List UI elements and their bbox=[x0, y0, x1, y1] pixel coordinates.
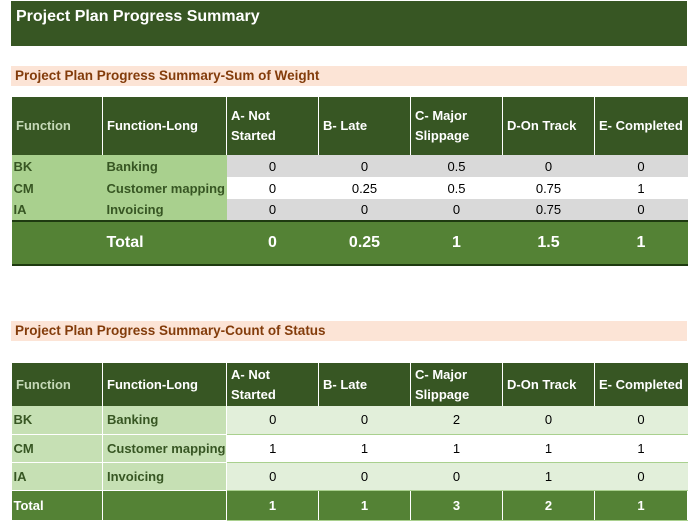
value-major-slippage: 1 bbox=[410, 434, 503, 463]
header-function: Function bbox=[11, 363, 103, 406]
table-row: BK Banking 0 0 0.5 0 0 bbox=[11, 155, 688, 177]
value-not-started: 0 bbox=[226, 155, 319, 177]
header-major-slippage: C- Major Slippage bbox=[410, 97, 503, 155]
function-name: Customer mapping bbox=[102, 434, 227, 463]
function-name: Customer mapping bbox=[102, 177, 227, 199]
header-on-track: D-On Track bbox=[502, 363, 595, 406]
function-code: CM bbox=[11, 434, 103, 463]
function-code: BK bbox=[11, 155, 103, 177]
function-code: IA bbox=[11, 199, 103, 221]
header-on-track: D-On Track bbox=[502, 97, 595, 155]
value-major-slippage: 0.5 bbox=[410, 177, 503, 199]
value-on-track: 1 bbox=[502, 434, 595, 463]
value-completed: 0 bbox=[594, 155, 688, 177]
value-on-track: 0 bbox=[502, 155, 595, 177]
value-late: 0 bbox=[318, 406, 411, 435]
total-spacer bbox=[102, 490, 227, 520]
total-completed: 1 bbox=[594, 490, 688, 521]
value-completed: 1 bbox=[594, 177, 688, 199]
header-completed: E- Completed bbox=[594, 97, 688, 155]
weight-header-row: Function Function-Long A- Not Started B-… bbox=[11, 97, 688, 155]
total-major-slippage: 1 bbox=[410, 220, 503, 266]
header-function-long: Function-Long bbox=[102, 97, 227, 155]
total-label: Total bbox=[11, 490, 103, 520]
header-not-started: A- Not Started bbox=[226, 363, 319, 406]
header-function: Function bbox=[11, 97, 103, 155]
value-late: 0 bbox=[318, 462, 411, 491]
function-code: BK bbox=[11, 406, 103, 435]
value-not-started: 0 bbox=[226, 199, 319, 221]
total-label: Total bbox=[102, 220, 227, 266]
value-on-track: 0 bbox=[502, 406, 595, 435]
value-on-track: 1 bbox=[502, 462, 595, 491]
weight-section-heading: Project Plan Progress Summary-Sum of Wei… bbox=[11, 66, 687, 86]
table-row: CM Customer mapping 0 0.25 0.5 0.75 1 bbox=[11, 177, 688, 199]
header-late: B- Late bbox=[318, 97, 411, 155]
total-major-slippage: 3 bbox=[410, 490, 503, 521]
value-completed: 1 bbox=[594, 434, 688, 463]
header-not-started: A- Not Started bbox=[226, 97, 319, 155]
value-late: 0 bbox=[318, 155, 411, 177]
total-not-started: 1 bbox=[226, 490, 319, 521]
table-row: BK Banking 0 0 2 0 0 bbox=[11, 406, 688, 435]
weight-section-title: Project Plan Progress Summary-Sum of Wei… bbox=[15, 68, 320, 83]
function-name: Invoicing bbox=[102, 462, 227, 491]
value-not-started: 0 bbox=[226, 462, 319, 491]
table-row: CM Customer mapping 1 1 1 1 1 bbox=[11, 434, 688, 463]
value-completed: 0 bbox=[594, 462, 688, 491]
value-not-started: 1 bbox=[226, 434, 319, 463]
total-on-track: 1.5 bbox=[502, 220, 595, 266]
function-name: Banking bbox=[102, 406, 227, 435]
value-major-slippage: 0 bbox=[410, 462, 503, 491]
value-completed: 0 bbox=[594, 406, 688, 435]
value-not-started: 0 bbox=[226, 177, 319, 199]
value-major-slippage: 0.5 bbox=[410, 155, 503, 177]
value-on-track: 0.75 bbox=[502, 199, 595, 221]
total-not-started: 0 bbox=[226, 220, 319, 266]
weight-table: Function Function-Long A- Not Started B-… bbox=[11, 97, 688, 266]
header-function-long: Function-Long bbox=[102, 363, 227, 406]
count-header-row: Function Function-Long A- Not Started B-… bbox=[11, 363, 688, 406]
header-major-slippage: C- Major Slippage bbox=[410, 363, 503, 406]
count-section-heading: Project Plan Progress Summary-Count of S… bbox=[11, 321, 687, 341]
value-on-track: 0.75 bbox=[502, 177, 595, 199]
value-completed: 0 bbox=[594, 199, 688, 221]
total-spacer bbox=[11, 220, 103, 266]
total-late: 1 bbox=[318, 490, 411, 521]
total-on-track: 2 bbox=[502, 490, 595, 521]
value-late: 0 bbox=[318, 199, 411, 221]
page-title-bar: Project Plan Progress Summary bbox=[11, 1, 687, 46]
count-table: Function Function-Long A- Not Started B-… bbox=[11, 363, 688, 521]
function-code: CM bbox=[11, 177, 103, 199]
function-name: Banking bbox=[102, 155, 227, 177]
page-title: Project Plan Progress Summary bbox=[16, 8, 260, 25]
header-completed: E- Completed bbox=[594, 363, 688, 406]
total-completed: 1 bbox=[594, 220, 688, 266]
value-not-started: 0 bbox=[226, 406, 319, 435]
value-major-slippage: 0 bbox=[410, 199, 503, 221]
table-row: IA Invoicing 0 0 0 0.75 0 bbox=[11, 199, 688, 221]
value-late: 1 bbox=[318, 434, 411, 463]
header-late: B- Late bbox=[318, 363, 411, 406]
total-late: 0.25 bbox=[318, 220, 411, 266]
value-late: 0.25 bbox=[318, 177, 411, 199]
function-code: IA bbox=[11, 462, 103, 491]
count-section-title: Project Plan Progress Summary-Count of S… bbox=[15, 323, 326, 338]
table-row: IA Invoicing 0 0 0 1 0 bbox=[11, 462, 688, 491]
function-name: Invoicing bbox=[102, 199, 227, 221]
value-major-slippage: 2 bbox=[410, 406, 503, 435]
count-total-row: Total 1 1 3 2 1 bbox=[11, 490, 688, 521]
weight-total-row: Total 0 0.25 1 1.5 1 bbox=[11, 220, 688, 266]
